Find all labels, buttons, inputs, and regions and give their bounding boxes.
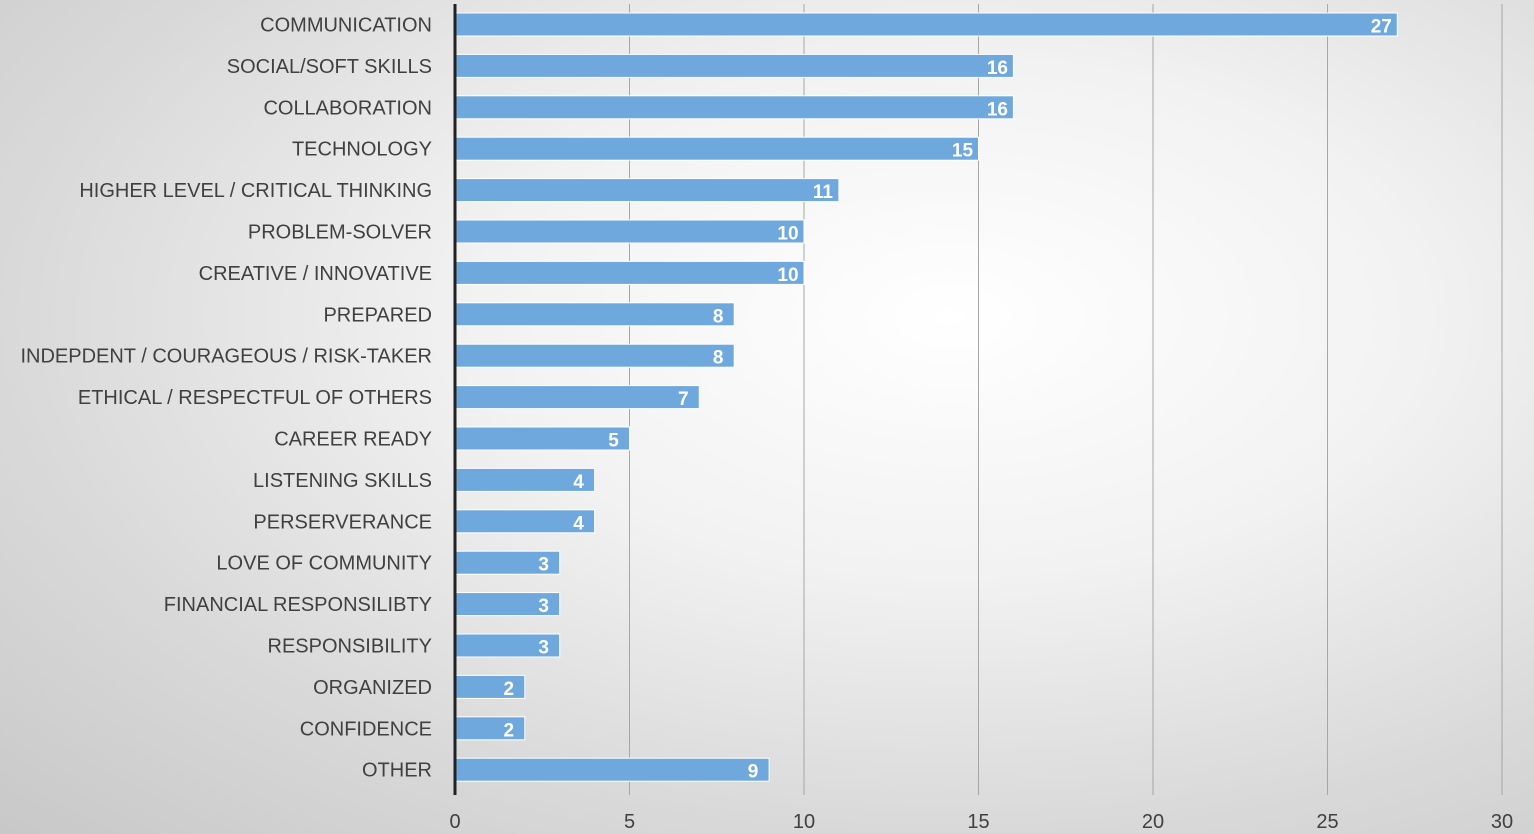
category-label: PREPARED: [323, 304, 432, 326]
bar: [454, 385, 700, 410]
x-tick-label: 5: [624, 811, 635, 833]
category-label: INDEPDENT / COURAGEOUS / RISK-TAKER: [20, 346, 432, 368]
bar: [454, 219, 805, 244]
category-label: PROBLEM-SOLVER: [248, 222, 432, 244]
data-label: 4: [573, 513, 584, 534]
category-label: ETHICAL / RESPECTFUL OF OTHERS: [78, 387, 432, 409]
category-label: TECHNOLOGY: [292, 139, 432, 161]
data-label: 15: [952, 141, 974, 162]
category-label: COMMUNICATION: [260, 15, 432, 37]
bar: [454, 674, 526, 699]
bar: [454, 260, 805, 285]
data-label: 8: [713, 348, 724, 369]
category-label: LOVE OF COMMUNITY: [216, 553, 432, 575]
category-label: HIGHER LEVEL / CRITICAL THINKING: [79, 180, 432, 202]
x-tick-label: 25: [1316, 811, 1338, 833]
category-label: PERSERVERANCE: [253, 511, 432, 533]
category-label: CREATIVE / INNOVATIVE: [199, 263, 432, 285]
data-label: 3: [538, 638, 549, 659]
data-label: 3: [538, 596, 549, 617]
category-label: OTHER: [362, 760, 432, 782]
bar: [454, 426, 630, 451]
category-label: LISTENING SKILLS: [253, 470, 432, 492]
bar: [454, 136, 979, 161]
bar: [454, 178, 840, 203]
category-label: SOCIAL/SOFT SKILLS: [227, 56, 432, 78]
bar: [454, 302, 735, 327]
data-label: 9: [748, 762, 759, 783]
data-label: 7: [678, 389, 689, 410]
data-label: 10: [777, 224, 798, 245]
x-tick-label: 30: [1491, 811, 1513, 833]
category-label: CAREER READY: [274, 429, 432, 451]
x-tick-label: 20: [1142, 811, 1164, 833]
data-label: 5: [608, 431, 619, 452]
category-label: COLLABORATION: [263, 97, 432, 119]
x-tick-label: 10: [793, 811, 815, 833]
bar: [454, 95, 1014, 120]
bar: [454, 343, 735, 368]
category-label: ORGANIZED: [313, 677, 432, 699]
x-tick-label: 0: [449, 811, 460, 833]
data-label: 16: [987, 58, 1008, 79]
x-tick-label: 15: [967, 811, 989, 833]
data-label: 4: [573, 472, 584, 493]
data-label: 11: [813, 182, 834, 203]
category-label: CONFIDENCE: [300, 718, 432, 740]
category-label: FINANCIAL RESPONSILIBTY: [164, 594, 432, 616]
data-label: 2: [504, 679, 515, 700]
data-label: 2: [504, 720, 515, 741]
bar: [454, 53, 1014, 78]
bar: [454, 757, 770, 782]
category-label: RESPONSIBILITY: [268, 636, 433, 658]
data-label: 16: [987, 99, 1008, 120]
bar: [454, 12, 1398, 37]
bar: [454, 716, 526, 741]
data-label: 27: [1371, 17, 1392, 38]
data-label: 3: [538, 555, 549, 576]
data-label: 10: [777, 265, 798, 286]
data-label: 8: [713, 306, 724, 327]
